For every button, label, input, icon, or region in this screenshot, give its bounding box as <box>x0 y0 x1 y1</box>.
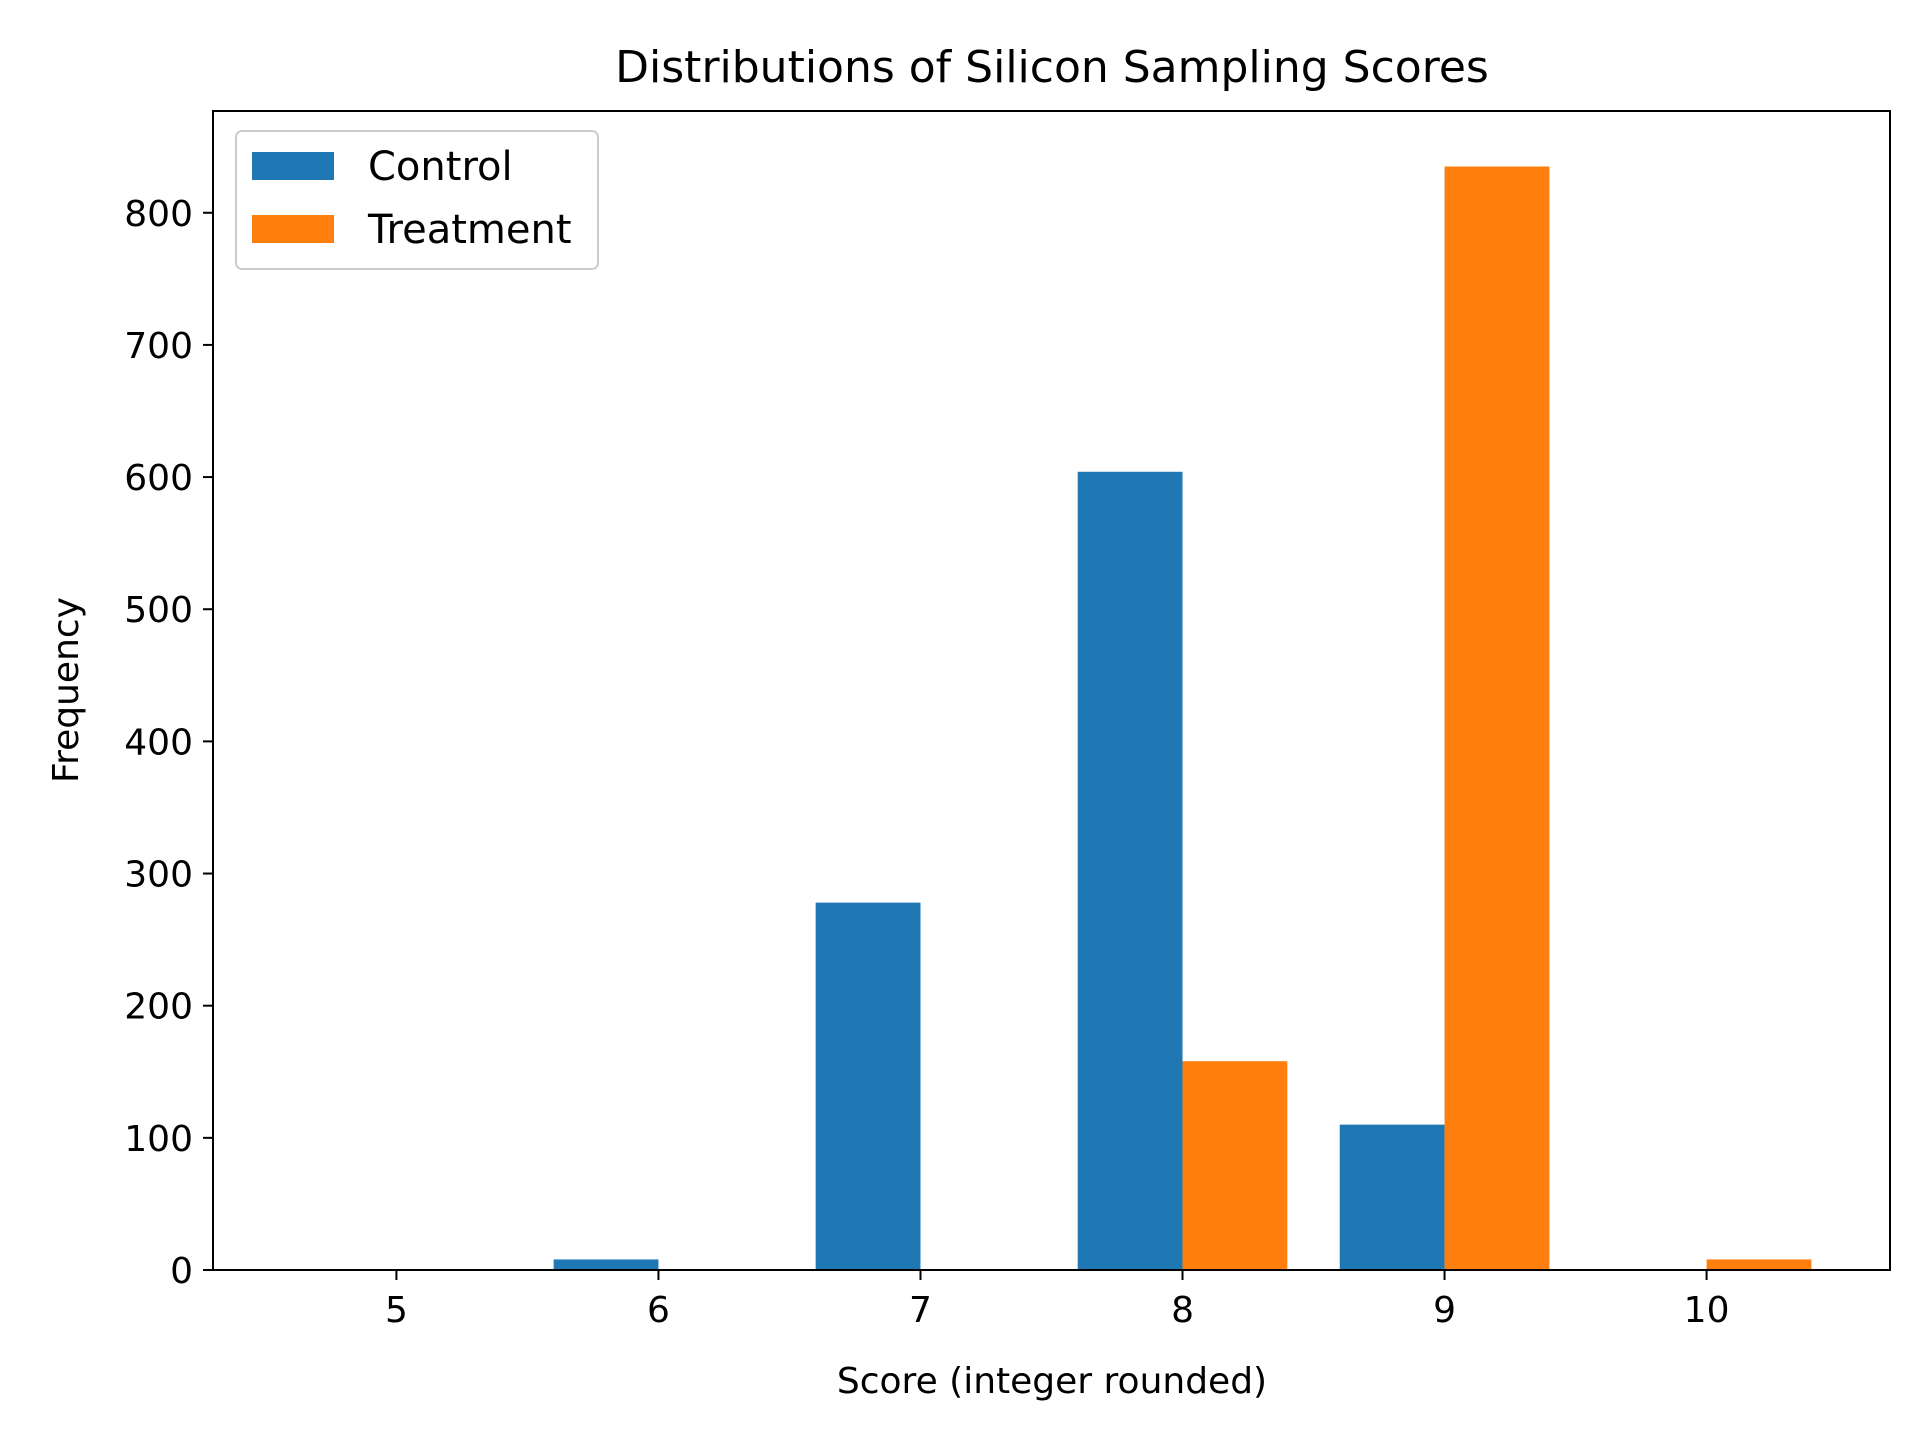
y-tick-label-400: 400 <box>124 722 193 763</box>
y-axis-label: Frequency <box>46 597 87 783</box>
y-tick-label-100: 100 <box>124 1119 193 1160</box>
y-tick-label-500: 500 <box>124 590 193 631</box>
x-axis: 5 6 7 8 9 10 <box>385 1270 1730 1331</box>
bar-control-9 <box>1339 1124 1445 1270</box>
legend-label-treatment: Treatment <box>367 207 572 253</box>
legend-swatch-treatment <box>252 215 334 243</box>
x-tick-label-9: 9 <box>1433 1290 1456 1331</box>
y-tick-label-200: 200 <box>124 987 193 1028</box>
chart-title: Distributions of Silicon Sampling Scores <box>615 42 1489 93</box>
y-axis: 0 100 200 300 400 500 600 700 800 <box>124 194 213 1292</box>
bar-control-6 <box>553 1259 659 1270</box>
x-tick-label-8: 8 <box>1171 1290 1194 1331</box>
plot-area-frame <box>212 110 1891 1271</box>
x-tick-label-6: 6 <box>647 1290 670 1331</box>
x-tick-label-7: 7 <box>909 1290 932 1331</box>
y-tick-label-700: 700 <box>124 326 193 367</box>
x-tick-label-5: 5 <box>385 1290 408 1331</box>
x-tick-label-10: 10 <box>1684 1290 1730 1331</box>
y-tick-label-300: 300 <box>124 855 193 896</box>
legend-label-control: Control <box>368 144 513 190</box>
y-tick-label-0: 0 <box>170 1251 193 1292</box>
bar-treatment-10 <box>1706 1259 1812 1270</box>
bars-layer <box>553 166 1812 1270</box>
y-tick-label-800: 800 <box>124 194 193 235</box>
bar-control-7 <box>815 902 921 1270</box>
x-axis-label: Score (integer rounded) <box>837 1361 1267 1402</box>
legend: Control Treatment <box>235 130 599 270</box>
y-tick-label-600: 600 <box>124 458 193 499</box>
bar-control-8 <box>1077 471 1183 1270</box>
legend-swatch-control <box>252 152 334 180</box>
bar-treatment-9 <box>1444 166 1550 1270</box>
bar-treatment-8 <box>1182 1061 1288 1270</box>
